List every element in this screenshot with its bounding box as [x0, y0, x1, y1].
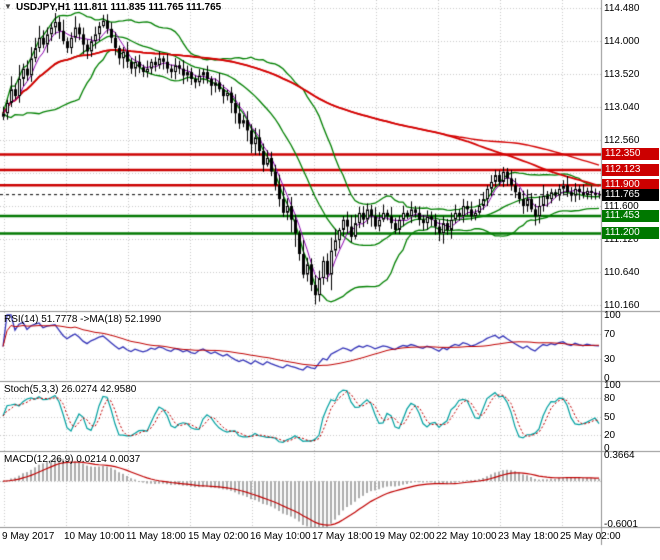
chart-symbol-ohlc-header: USDJPY,H1 111.811 111.835 111.765 111.76… [16, 2, 222, 13]
time-axis-label: 11 May 18:00 [126, 531, 186, 542]
price-level-badge: 111.453 [602, 210, 659, 222]
time-axis-label: 25 May 02:00 [560, 531, 621, 542]
macd-axis-tick: -0.6001 [604, 519, 638, 530]
macd-axis-tick: 0.3664 [604, 450, 635, 461]
time-axis-label: 17 May 18:00 [312, 531, 373, 542]
time-axis-label: 22 May 10:00 [436, 531, 497, 542]
stoch-axis-tick: 80 [604, 393, 616, 404]
time-axis-label: 9 May 2017 [2, 531, 55, 542]
price-level-badge: 111.200 [602, 227, 659, 239]
price-level-badge: 112.350 [602, 148, 659, 160]
price-axis-tick: 114.480 [604, 3, 640, 14]
time-axis-label: 16 May 10:00 [250, 531, 311, 542]
price-axis-tick: 111.120 [604, 234, 639, 245]
rsi-axis-tick: 70 [604, 329, 616, 340]
stoch-axis-tick: 50 [604, 412, 616, 423]
rsi-axis-tick: 0 [604, 373, 610, 384]
time-axis-label: 15 May 02:00 [188, 531, 249, 542]
stoch-axis-tick: 0 [604, 443, 610, 454]
price-axis-tick: 110.160 [604, 300, 640, 311]
price-axis-tick: 113.520 [604, 69, 640, 80]
time-axis-label: 23 May 18:00 [498, 531, 559, 542]
stoch-axis-tick: 100 [604, 380, 621, 391]
current-price-badge: 111.765 [602, 189, 659, 201]
rsi-axis-tick: 100 [604, 310, 621, 321]
price-axis-tick: 114.000 [604, 36, 640, 47]
price-level-badge: 112.123 [602, 164, 659, 176]
macd-header: MACD(12,26,9) 0.0214 0.0037 [4, 454, 141, 465]
rsi-header: RSI(14) 51.7778 ->MA(18) 52.1990 [4, 314, 162, 325]
price-axis-tick: 110.640 [604, 267, 640, 278]
price-axis-tick: 111.600 [604, 201, 639, 212]
time-axis-label: 10 May 10:00 [64, 531, 125, 542]
rsi-axis-tick: 30 [604, 354, 616, 365]
price-axis-tick: 113.040 [604, 102, 640, 113]
stoch-axis-tick: 20 [604, 430, 616, 441]
stoch-header: Stoch(5,3,3) 26.0274 42.9580 [4, 384, 137, 395]
price-axis-tick: 112.560 [604, 135, 640, 146]
price-level-badge: 111.900 [602, 179, 659, 191]
one-click-trading-icon[interactable]: ▼ [4, 2, 12, 11]
time-axis-label: 19 May 02:00 [374, 531, 435, 542]
